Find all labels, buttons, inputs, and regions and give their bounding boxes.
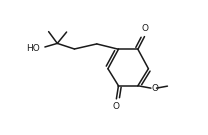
Text: O: O — [113, 102, 120, 111]
Text: HO: HO — [26, 44, 40, 53]
Text: O: O — [152, 84, 159, 93]
Text: O: O — [141, 24, 148, 33]
